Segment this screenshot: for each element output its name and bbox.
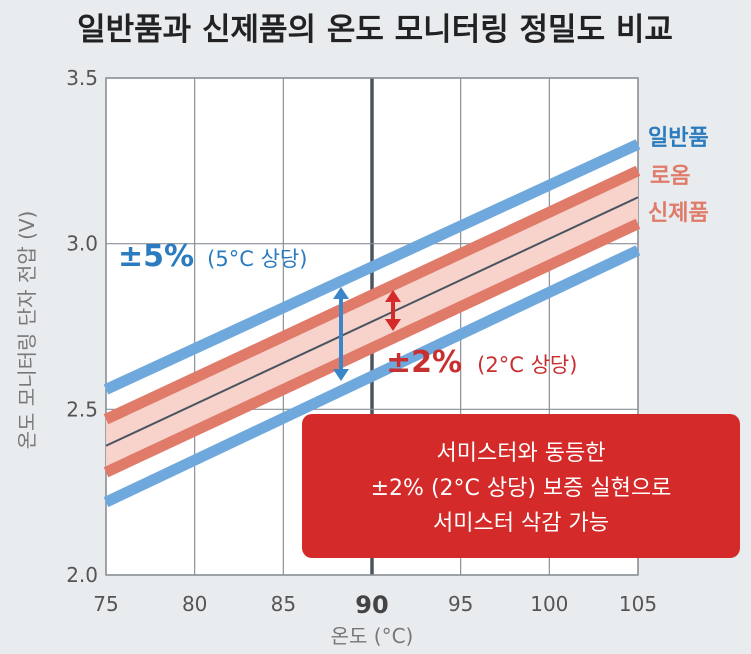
- y-tick-label: 3.5: [66, 66, 98, 90]
- x-tick-label: 75: [93, 592, 118, 616]
- annotation-general-equiv: (5°C 상당): [207, 247, 307, 271]
- callout-line-3: 서미스터 삭감 가능: [433, 511, 609, 536]
- series-line-4: [103, 218, 641, 478]
- arrow-new: [385, 290, 401, 331]
- y-tick-label: 2.5: [66, 397, 98, 421]
- y-tick-label: 2.0: [66, 563, 98, 587]
- x-tick-label: 105: [619, 592, 657, 616]
- callout-box: [302, 414, 740, 558]
- series-lines: [103, 139, 641, 508]
- tolerance-arrows: [333, 287, 401, 381]
- y-tick-label: 3.0: [66, 232, 98, 256]
- series-line-0: [105, 196, 639, 447]
- x-tick-label: 85: [271, 592, 296, 616]
- series-label-new-product: 신제품: [648, 201, 709, 226]
- y-tick-labels: 2.0 2.5 3.0 3.5: [66, 66, 98, 587]
- arrow-general: [333, 287, 349, 381]
- x-axis-label: 온도 (°C): [331, 624, 414, 648]
- x-tick-labels: 75 80 85 90 95 100 105: [93, 591, 657, 619]
- series-label-general: 일반품: [648, 126, 709, 151]
- x-tick-label: 95: [448, 592, 473, 616]
- chart-title: 일반품과 신제품의 온도 모니터링 정밀도 비교: [77, 12, 673, 48]
- series-line-2: [103, 245, 641, 508]
- x-tick-label: 90: [355, 591, 388, 619]
- annotation-general: ±5% (5°C 상당): [118, 239, 307, 274]
- callout-line-2: ±2% (2°C 상당) 보증 실현으로: [371, 476, 672, 501]
- annotation-new: ±2% (2°C 상당): [386, 345, 577, 380]
- series-line-1: [103, 139, 641, 395]
- annotation-new-percent: ±2%: [386, 345, 462, 380]
- y-axis-label: 온도 모니터링 단자 전압 (V): [15, 211, 39, 450]
- series-label-rohm: 로옴: [650, 164, 690, 189]
- x-tick-label: 80: [182, 592, 207, 616]
- annotation-new-equiv: (2°C 상당): [477, 353, 577, 377]
- annotation-general-percent: ±5%: [118, 239, 194, 274]
- x-tick-label: 100: [530, 592, 568, 616]
- callout-line-1: 서미스터와 동등한: [437, 441, 606, 466]
- plot-border: [105, 77, 639, 576]
- series-line-3: [103, 165, 641, 425]
